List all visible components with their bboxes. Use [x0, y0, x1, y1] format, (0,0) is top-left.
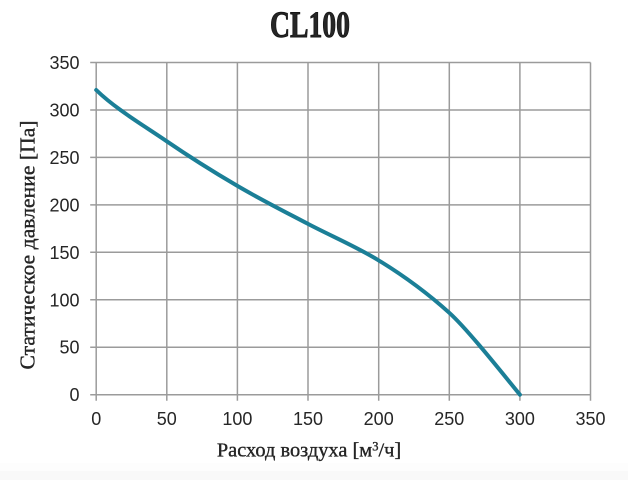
svg-text:300: 300 [505, 409, 535, 429]
svg-text:100: 100 [222, 409, 252, 429]
svg-text:100: 100 [49, 290, 79, 310]
svg-text:0: 0 [91, 409, 101, 429]
svg-text:150: 150 [293, 409, 323, 429]
svg-text:50: 50 [59, 338, 79, 358]
svg-text:250: 250 [434, 409, 464, 429]
svg-text:300: 300 [49, 101, 79, 121]
svg-text:250: 250 [49, 148, 79, 168]
svg-text:350: 350 [575, 409, 605, 429]
svg-text:200: 200 [49, 195, 79, 215]
svg-text:0: 0 [69, 385, 79, 405]
svg-text:150: 150 [49, 243, 79, 263]
svg-text:350: 350 [49, 53, 79, 73]
svg-text:Статическое давление [Па]: Статическое давление [Па] [16, 120, 40, 369]
svg-text:CL100: CL100 [270, 4, 350, 45]
svg-text:Расход воздуха [м3/ч]: Расход воздуха [м3/ч] [217, 440, 401, 462]
svg-text:50: 50 [157, 409, 177, 429]
svg-text:200: 200 [364, 409, 394, 429]
